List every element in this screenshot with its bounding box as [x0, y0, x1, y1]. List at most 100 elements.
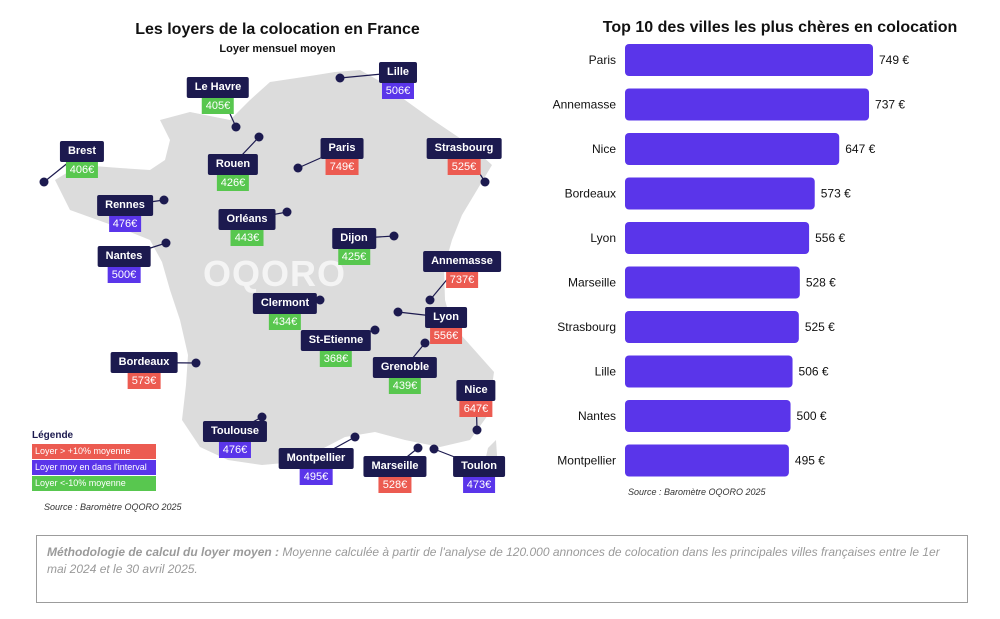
oqoro-watermark: OQORO	[203, 253, 347, 294]
city-name: Clermont	[252, 293, 318, 314]
bar	[625, 266, 800, 299]
bar-category-label: Nice	[592, 142, 616, 156]
city-name: Orléans	[218, 209, 276, 230]
city-price: 573€	[127, 373, 161, 389]
bar-category-label: Marseille	[568, 276, 616, 290]
bar	[625, 44, 873, 76]
city-price: 476€	[108, 216, 142, 232]
bar-value-label: 506 €	[799, 365, 829, 379]
city-label-marseille: Marseille 528€	[363, 456, 427, 493]
legend-title: Légende	[32, 430, 74, 441]
map-title: Les loyers de la colocation en France	[135, 21, 420, 38]
bar-value-label: 556 €	[815, 231, 845, 245]
bar-chart: Paris 749 € Annemasse 737 € Nice 647 € Bordeau…	[553, 44, 909, 477]
city-name: Toulon	[453, 456, 505, 477]
city-name: Nice	[456, 380, 496, 401]
bar-value-label: 495 €	[795, 454, 825, 468]
bar-category-label: Nantes	[578, 409, 616, 423]
city-price: 647€	[459, 401, 493, 417]
city-name: Le Havre	[186, 77, 250, 98]
city-price: 495€	[299, 469, 333, 485]
city-label-grenoble: Grenoble 439€	[372, 357, 438, 394]
bar-category-label: Montpellier	[557, 454, 616, 468]
bar-category-label: Strasbourg	[557, 320, 616, 334]
bar-chart-source: Source : Baromètre OQORO 2025	[628, 487, 766, 497]
legend-item-low: Loyer <-10% moyenne	[32, 476, 156, 491]
city-label-le-havre: Le Havre 405€	[186, 77, 250, 114]
city-price: 500€	[107, 267, 141, 283]
methodology-box: Méthodologie de calcul du loyer moyen : …	[36, 535, 968, 603]
bar	[625, 311, 799, 343]
city-price: 749€	[325, 159, 359, 175]
city-label-toulon: Toulon 473€	[453, 456, 505, 493]
city-name: Dijon	[332, 228, 376, 249]
city-name: Rouen	[207, 154, 259, 175]
methodology-text: Moyenne calculée à partir de l'analyse d…	[47, 545, 940, 576]
city-label-rouen: Rouen 426€	[207, 154, 259, 191]
bar-category-label: Lille	[595, 365, 617, 379]
city-name: Strasbourg	[426, 138, 502, 159]
city-price: 406€	[65, 162, 99, 178]
bar-value-label: 749 €	[879, 53, 909, 67]
city-name: Nantes	[97, 246, 151, 267]
legend-item-high: Loyer > +10% moyenne	[32, 444, 156, 459]
city-name: Lille	[378, 62, 418, 83]
bar-category-label: Bordeaux	[565, 187, 616, 201]
city-name: Grenoble	[372, 357, 438, 378]
methodology-lead: Méthodologie de calcul du loyer moyen :	[47, 545, 280, 559]
city-label-lille: Lille 506€	[378, 62, 418, 99]
map-source: Source : Baromètre OQORO 2025	[44, 502, 182, 512]
city-label-nantes: Nantes 500€	[97, 246, 151, 283]
city-label-orl-ans: Orléans 443€	[218, 209, 276, 246]
city-price: 439€	[388, 378, 422, 394]
city-price: 443€	[230, 230, 264, 246]
city-label-clermont: Clermont 434€	[252, 293, 318, 330]
bar	[625, 400, 791, 432]
city-price: 368€	[319, 351, 353, 367]
bar	[625, 177, 815, 210]
city-label-st-etienne: St-Etienne 368€	[300, 330, 372, 367]
city-label-montpellier: Montpellier 495€	[278, 448, 354, 485]
city-price: 528€	[378, 477, 412, 493]
bar	[625, 88, 870, 121]
bar-value-label: 500 €	[797, 409, 827, 423]
city-price: 473€	[462, 477, 496, 493]
city-label-dijon: Dijon 425€	[332, 228, 376, 265]
bar	[625, 133, 840, 165]
city-price: 525€	[447, 159, 481, 175]
city-name: Paris	[320, 138, 364, 159]
city-label-strasbourg: Strasbourg 525€	[426, 138, 502, 175]
bar-value-label: 525 €	[805, 320, 835, 334]
city-name: St-Etienne	[300, 330, 372, 351]
bar-value-label: 737 €	[875, 98, 905, 112]
city-label-bordeaux: Bordeaux 573€	[110, 352, 178, 389]
city-name: Brest	[59, 141, 105, 162]
city-label-toulouse: Toulouse 476€	[202, 421, 268, 458]
bar	[625, 444, 789, 477]
city-price: 434€	[268, 314, 302, 330]
city-label-brest: Brest 406€	[59, 141, 105, 178]
bar-category-label: Lyon	[590, 231, 616, 245]
city-label-lyon: Lyon 556€	[425, 307, 467, 344]
city-name: Montpellier	[278, 448, 354, 469]
city-name: Marseille	[363, 456, 427, 477]
city-label-annemasse: Annemasse 737€	[423, 251, 501, 288]
city-price: 426€	[216, 175, 250, 191]
city-label-nice: Nice 647€	[456, 380, 496, 417]
city-name: Rennes	[97, 195, 153, 216]
city-price: 405€	[201, 98, 235, 114]
city-name: Annemasse	[423, 251, 501, 272]
city-label-paris: Paris 749€	[320, 138, 364, 175]
city-name: Toulouse	[202, 421, 268, 442]
city-price: 476€	[218, 442, 252, 458]
city-price: 425€	[337, 249, 371, 265]
legend-item-mid: Loyer moy en dans l'interval	[32, 460, 156, 475]
map-subtitle: Loyer mensuel moyen	[219, 43, 336, 55]
bar	[625, 222, 810, 254]
bar-category-label: Paris	[589, 53, 616, 67]
bar-value-label: 647 €	[845, 142, 875, 156]
bar-category-label: Annemasse	[553, 98, 617, 112]
bar-chart-title: Top 10 des villes les plus chères en col…	[602, 19, 958, 36]
legend: Légende Loyer > +10% moyenne Loyer moy e…	[32, 430, 156, 492]
bar-value-label: 573 €	[821, 187, 851, 201]
